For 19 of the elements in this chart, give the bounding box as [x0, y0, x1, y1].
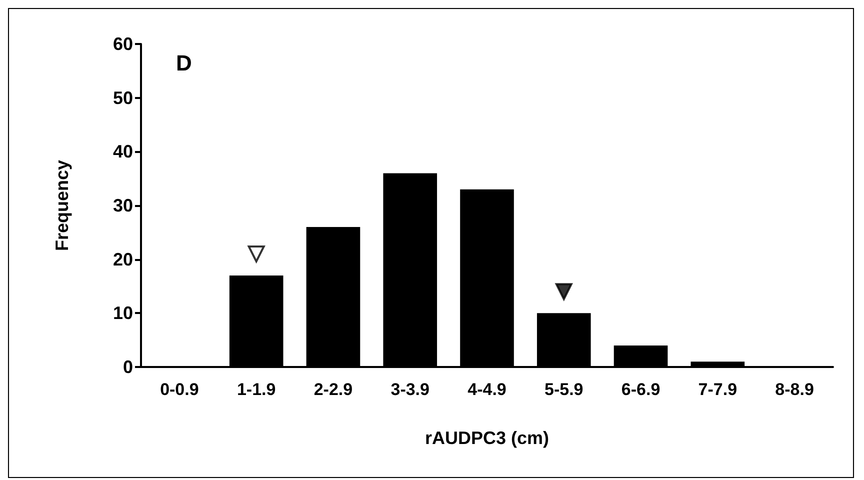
y-tick-label: 10: [112, 303, 133, 324]
y-tick-label: 30: [112, 196, 133, 216]
x-tick-label: 3-3.9: [390, 380, 430, 399]
x-tick-label: 2-2.9: [314, 380, 353, 399]
y-axis-title: Frequency: [52, 160, 72, 252]
x-tick-label: 0-0.9: [160, 380, 199, 399]
y-tick-label: 0: [122, 357, 133, 377]
y-tick-label: 50: [112, 88, 133, 108]
x-tick-label: 8-8.9: [775, 380, 814, 399]
x-tick-label: 4-4.9: [468, 380, 506, 399]
x-tick-label: 1-1.9: [236, 380, 276, 399]
x-tick-label: 7-7.9: [698, 380, 738, 399]
chart-title: D: [176, 50, 192, 76]
y-tick-label: 20: [112, 249, 133, 270]
x-tick-label: 6-6.9: [621, 380, 660, 399]
x-axis-title: rAUDPC3 (cm): [424, 428, 550, 448]
y-tick-label: 40: [112, 142, 133, 162]
y-tick-label: 60: [112, 34, 133, 54]
x-tick-label: 5-5.9: [544, 380, 584, 399]
